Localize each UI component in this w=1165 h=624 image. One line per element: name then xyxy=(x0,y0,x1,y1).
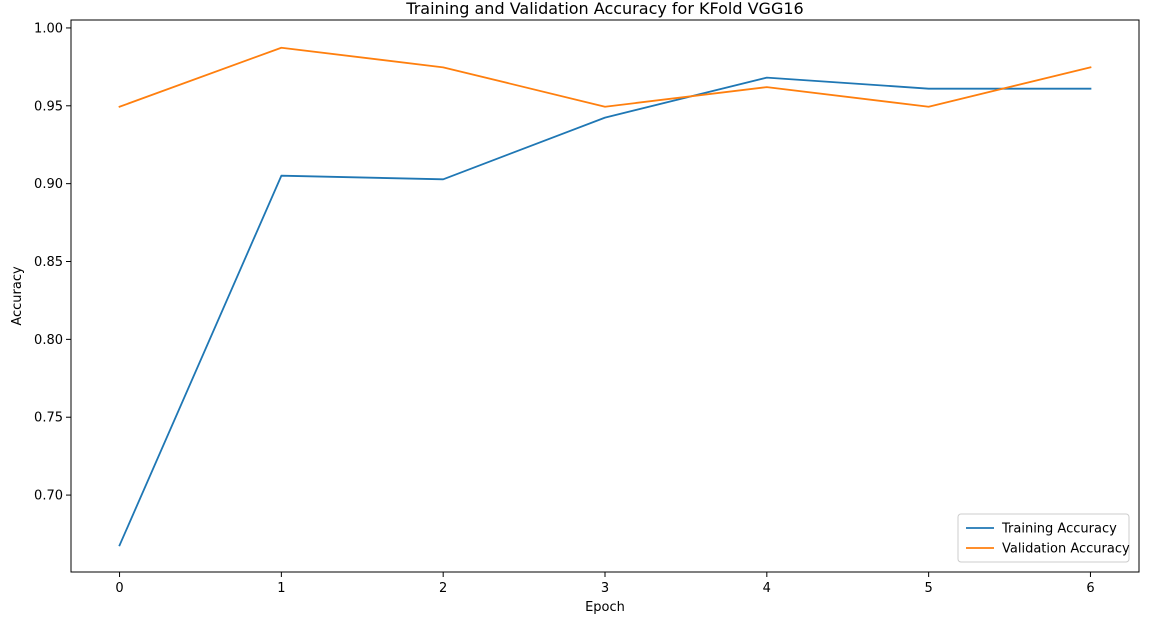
x-tick-label: 1 xyxy=(277,581,285,596)
x-axis-label: Epoch xyxy=(585,600,625,615)
y-tick-label: 0.70 xyxy=(34,489,63,504)
y-tick-label: 0.80 xyxy=(34,333,63,348)
x-tick-label: 4 xyxy=(763,581,771,596)
series-line-validation xyxy=(118,46,1092,108)
x-axis: 0 1 2 3 4 5 6 xyxy=(115,572,1095,596)
legend-label: Validation Accuracy xyxy=(1002,542,1130,557)
chart-title: Training and Validation Accuracy for KFo… xyxy=(405,0,803,18)
x-tick-label: 0 xyxy=(115,581,123,596)
x-tick-label: 3 xyxy=(601,581,609,596)
x-tick-label: 5 xyxy=(924,581,932,596)
plot-area-frame xyxy=(70,19,1140,573)
y-tick-label: 0.85 xyxy=(34,255,63,270)
y-tick-label: 0.95 xyxy=(34,99,63,114)
x-tick-label: 2 xyxy=(439,581,447,596)
y-tick-label: 0.90 xyxy=(34,177,63,192)
legend-label: Training Accuracy xyxy=(1001,522,1117,537)
y-axis: 0.70 0.75 0.80 0.85 0.90 0.95 1.00 xyxy=(34,21,71,504)
y-tick-label: 1.00 xyxy=(34,21,63,36)
series-line-training xyxy=(118,76,1092,547)
lines-layer xyxy=(118,46,1092,547)
x-tick-label: 6 xyxy=(1086,581,1094,596)
legend-box xyxy=(957,513,1130,563)
y-axis-label: Accuracy xyxy=(10,266,25,326)
y-tick-label: 0.75 xyxy=(34,411,63,426)
legend: Training Accuracy Validation Accuracy xyxy=(957,513,1130,563)
